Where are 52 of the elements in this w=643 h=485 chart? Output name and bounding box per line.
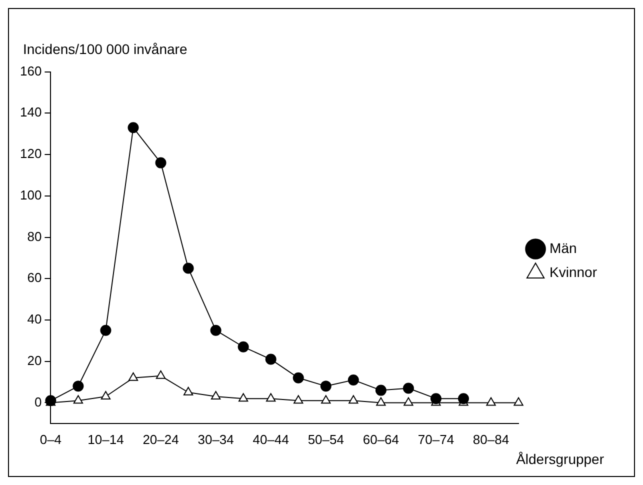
point: [73, 395, 84, 404]
point: [348, 374, 359, 386]
y-tick-label: 40: [27, 312, 42, 327]
point: [128, 372, 138, 381]
point: [72, 380, 84, 392]
point: [128, 122, 139, 134]
point: [402, 382, 414, 394]
y-tick-label: 160: [20, 63, 42, 78]
y-tick-label: 20: [27, 352, 42, 368]
y-tick-label: 100: [20, 187, 42, 202]
x-tick-label: 70–74: [418, 432, 454, 447]
x-tick-label: 40–44: [252, 432, 289, 447]
point: [376, 397, 386, 406]
point: [156, 370, 166, 379]
point: [183, 386, 194, 396]
point: [100, 391, 111, 400]
x-tick-label: 50–54: [308, 432, 344, 447]
x-tick-label: 10–14: [88, 432, 124, 447]
x-tick-label: 20–24: [142, 432, 179, 447]
x-tick-label: 80–84: [472, 432, 510, 447]
x-tick-label: 60–64: [362, 432, 400, 447]
y-tick-label: 120: [20, 146, 42, 162]
point: [514, 397, 524, 406]
point: [238, 341, 249, 352]
point: [430, 393, 442, 404]
y-axis-title: Incidens/100 000 invånare: [23, 41, 188, 57]
x-axis-title: Åldersgrupper: [516, 451, 604, 467]
point: [294, 395, 304, 404]
x-tick-label: 0–4: [40, 432, 62, 447]
y-tick-label: 80: [27, 228, 42, 244]
point: [404, 397, 414, 406]
point: [210, 324, 222, 336]
point: [320, 380, 332, 392]
point: [321, 395, 331, 404]
point: [292, 372, 304, 384]
point: [238, 393, 248, 402]
point: [155, 157, 166, 168]
y-tick-label: 60: [27, 270, 42, 286]
y-tick-label: 140: [20, 104, 42, 120]
x-tick-label: 30–34: [198, 432, 234, 447]
point: [182, 262, 194, 274]
point: [458, 393, 469, 404]
point: [265, 354, 276, 365]
point: [375, 384, 386, 396]
legend-label: Kvinnor: [550, 264, 598, 280]
point: [210, 391, 221, 400]
point: [100, 324, 112, 336]
point: [266, 393, 276, 402]
point: [348, 395, 358, 404]
point: [486, 397, 496, 406]
legend-label: Män: [550, 240, 577, 256]
y-tick-label: 0: [34, 394, 42, 410]
